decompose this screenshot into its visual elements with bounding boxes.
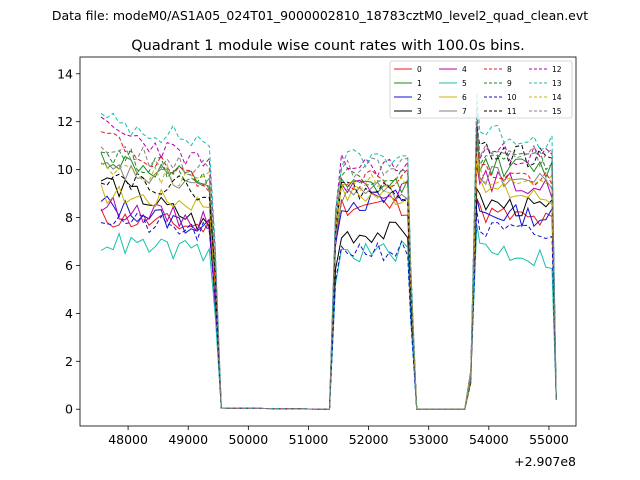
legend-label-15: 15 <box>552 107 562 116</box>
x-offset-text: +2.907e8 <box>514 454 576 469</box>
series-line-10 <box>100 210 557 410</box>
x-tick-label: 55000 <box>529 432 569 447</box>
legend-label-10: 10 <box>507 93 517 102</box>
y-tick-label: 14 <box>57 66 73 81</box>
series-line-2 <box>100 189 557 410</box>
series-line-9 <box>100 121 557 410</box>
legend-label-8: 8 <box>507 65 512 74</box>
y-axis: 0 2 4 6 8 10 12 14 <box>57 66 80 417</box>
series-line-5 <box>100 224 557 410</box>
legend-label-11: 11 <box>507 107 517 116</box>
legend-label-12: 12 <box>552 65 562 74</box>
legend-label-1: 1 <box>417 79 422 88</box>
y-tick-label: 4 <box>65 306 73 321</box>
x-tick-label: 53000 <box>409 432 449 447</box>
series-line-0 <box>100 197 557 410</box>
legend-label-2: 2 <box>417 93 422 102</box>
legend-label-7: 7 <box>462 107 467 116</box>
series-line-15 <box>100 107 557 410</box>
legend-box <box>389 60 573 119</box>
chart-title: Quadrant 1 module wise count rates with … <box>131 38 525 54</box>
legend-label-14: 14 <box>552 93 562 102</box>
legend-label-4: 4 <box>462 65 467 74</box>
y-tick-label: 2 <box>65 354 73 369</box>
series-line-7 <box>100 133 557 410</box>
x-tick-label: 50000 <box>228 432 268 447</box>
y-tick-label: 10 <box>57 162 73 177</box>
legend-label-5: 5 <box>462 79 467 88</box>
series-line-13 <box>100 92 557 410</box>
legend-label-3: 3 <box>417 107 422 116</box>
x-tick-label: 49000 <box>168 432 208 447</box>
legend-label-13: 13 <box>552 79 562 88</box>
x-tick-label: 51000 <box>289 432 329 447</box>
legend-label-0: 0 <box>417 65 422 74</box>
axes-frame <box>79 56 577 427</box>
series-line-11 <box>100 126 557 410</box>
x-tick-label: 48000 <box>108 432 148 447</box>
x-tick-label: 54000 <box>469 432 509 447</box>
plot-series-group <box>100 92 557 410</box>
series-line-14 <box>100 155 557 410</box>
x-tick-label: 52000 <box>349 432 389 447</box>
x-axis: 48000 49000 50000 51000 52000 53000 54000 55000 <box>108 426 569 447</box>
y-tick-label: 0 <box>65 402 73 417</box>
legend-label-9: 9 <box>507 79 512 88</box>
y-tick-label: 6 <box>65 258 73 273</box>
y-tick-label: 12 <box>57 114 73 129</box>
y-tick-label: 8 <box>65 210 73 225</box>
legend-label-6: 6 <box>462 93 467 102</box>
figure-suptitle: Data file: modeM0/AS1A05_024T01_90000028… <box>52 8 588 23</box>
